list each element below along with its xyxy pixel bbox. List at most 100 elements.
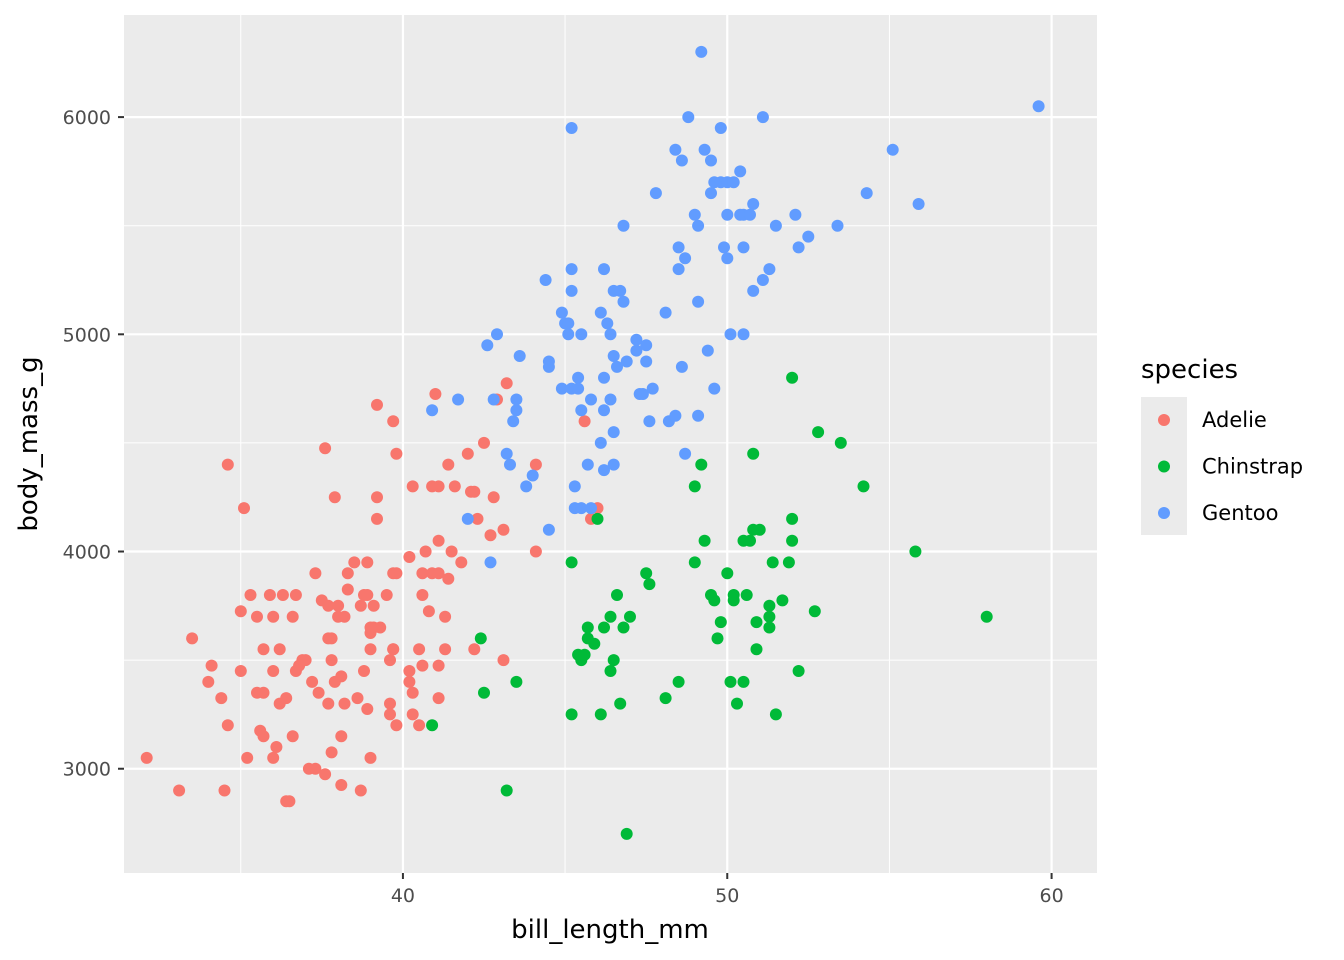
data-point-adelie [384,654,396,667]
data-point-gentoo [575,328,588,341]
data-point-chinstrap [740,589,753,601]
data-point-adelie [312,686,325,699]
data-point-gentoo [598,371,610,384]
data-point-adelie [309,567,322,580]
data-point-chinstrap [591,512,604,525]
data-point-chinstrap [731,697,743,710]
data-point-gentoo [640,355,653,368]
data-point-gentoo [675,154,688,167]
data-point-gentoo [572,382,585,395]
data-point-gentoo [734,165,747,178]
y-tick-label: 5000 [63,324,111,346]
data-point-adelie [341,583,354,596]
data-point-chinstrap [708,594,721,607]
data-point-adelie [335,730,348,743]
data-point-chinstrap [766,556,779,569]
data-point-adelie [429,388,442,400]
data-point-adelie [283,795,296,808]
data-point-adelie [484,529,497,542]
data-point-adelie [497,523,510,536]
minor-gridlines [124,15,1097,873]
data-point-adelie [439,643,452,656]
data-point-gentoo [831,219,844,232]
data-point-gentoo [562,317,575,330]
data-point-adelie [309,762,322,775]
data-point-chinstrap [909,545,922,558]
data-point-gentoo [565,263,578,276]
data-point-adelie [380,589,393,601]
data-point-gentoo [672,263,685,276]
data-point-adelie [173,784,186,797]
data-point-adelie [338,610,351,623]
data-point-adelie [468,485,481,498]
data-point-adelie [273,643,286,656]
data-point-gentoo [636,388,649,400]
data-point-gentoo [682,111,695,124]
data-point-gentoo [669,409,682,422]
data-point-adelie [244,589,257,601]
data-point-gentoo [675,360,688,373]
data-point-chinstrap [695,458,708,471]
data-point-gentoo [542,523,555,536]
data-point-adelie [351,692,364,705]
data-point-adelie [299,654,312,667]
data-point-adelie [251,610,263,623]
data-point-chinstrap [620,827,633,840]
data-point-gentoo [747,284,760,297]
data-point-gentoo [611,360,623,373]
data-point-adelie [202,675,215,688]
data-point-chinstrap [792,665,805,677]
data-point-gentoo [763,263,776,276]
data-point-chinstrap [588,637,601,650]
data-point-chinstrap [611,589,623,601]
data-point-chinstrap [510,675,523,688]
data-point-gentoo [737,241,750,254]
data-point-gentoo [594,436,607,449]
data-point-chinstrap [786,534,799,547]
data-point-chinstrap [581,621,594,634]
data-point-adelie [390,567,403,580]
data-point-gentoo [426,404,439,417]
plot-panel [124,15,1097,873]
data-point-adelie [335,670,348,683]
data-point-adelie [406,686,419,699]
data-point-chinstrap [711,632,724,645]
data-point-adelie [215,692,228,705]
data-point-gentoo [860,187,873,200]
data-point-adelie [448,480,461,493]
data-point-chinstrap [565,556,578,569]
data-point-adelie [341,567,354,580]
data-point-adelie [367,599,380,612]
data-point-gentoo [510,404,523,417]
data-point-adelie [432,692,445,705]
data-point-chinstrap [594,708,607,721]
y-axis: 3000 4000 5000 6000 [63,107,124,781]
data-point-adelie [468,643,481,656]
data-point-chinstrap [724,675,737,688]
x-axis: 40 50 60 [391,873,1064,907]
data-point-chinstrap [604,665,617,677]
data-point-gentoo [607,426,620,439]
data-point-adelie [325,654,338,667]
data-point-adelie [257,730,270,743]
data-point-gentoo [692,409,705,422]
data-point-adelie [361,703,374,715]
data-point-adelie [322,599,335,612]
data-point-adelie [371,491,383,504]
data-point-chinstrap [776,594,789,607]
data-point-gentoo [692,295,705,308]
data-point-gentoo [487,393,500,406]
data-point-gentoo [724,328,737,341]
data-point-gentoo [484,556,497,569]
series-chinstrap [426,371,993,840]
data-point-gentoo [669,143,682,156]
data-point-adelie [338,697,351,710]
legend: species Adelie Chinstrap Gentoo [1141,355,1303,535]
data-point-gentoo [630,333,643,346]
data-point-gentoo [727,176,740,189]
data-point-adelie [442,572,455,585]
data-point-chinstrap [763,610,776,623]
data-point-gentoo [617,295,630,308]
data-point-gentoo [568,480,581,493]
data-point-adelie [419,545,432,558]
